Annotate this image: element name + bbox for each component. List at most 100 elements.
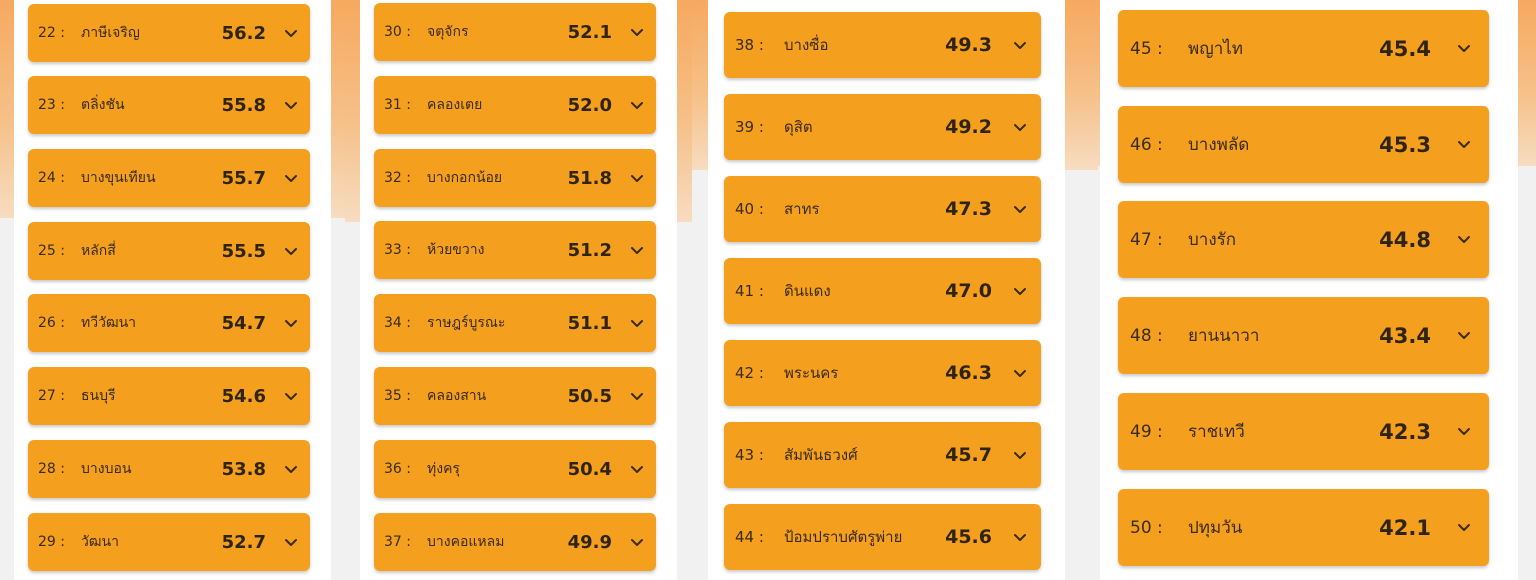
score-value: 56.2 xyxy=(221,22,266,44)
chevron-down-icon[interactable] xyxy=(1457,106,1471,183)
score-value: 52.7 xyxy=(221,531,266,553)
chevron-down-icon[interactable] xyxy=(630,149,644,207)
chevron-down-icon[interactable] xyxy=(1013,340,1027,406)
district-row[interactable]: 41 : ดินแดง 47.0 xyxy=(724,258,1041,324)
chevron-down-icon[interactable] xyxy=(630,367,644,425)
district-row[interactable]: 39 : ดุสิต 49.2 xyxy=(724,94,1041,160)
score-value: 45.3 xyxy=(1379,132,1431,157)
district-row[interactable]: 47 : บางรัก 44.8 xyxy=(1118,201,1489,278)
chevron-down-icon[interactable] xyxy=(1013,176,1027,242)
district-name: บางบอน xyxy=(81,461,132,477)
chevron-down-icon[interactable] xyxy=(1457,10,1471,87)
rank-label: 50 : xyxy=(1130,517,1163,538)
rank-label: 47 : xyxy=(1130,229,1163,250)
district-row[interactable]: 27 : ธนบุรี 54.6 xyxy=(28,367,310,425)
chevron-down-icon[interactable] xyxy=(1457,489,1471,566)
chevron-down-icon[interactable] xyxy=(1457,393,1471,470)
chevron-down-icon[interactable] xyxy=(284,4,298,62)
score-value: 55.8 xyxy=(221,94,266,116)
district-name: ภาษีเจริญ xyxy=(81,25,140,41)
chevron-down-icon[interactable] xyxy=(1013,12,1027,78)
score-value: 45.4 xyxy=(1379,36,1431,61)
district-row[interactable]: 36 : ทุ่งครุ 50.4 xyxy=(374,440,656,498)
chevron-down-icon[interactable] xyxy=(284,513,298,571)
chevron-down-icon[interactable] xyxy=(1013,94,1027,160)
chevron-down-icon[interactable] xyxy=(1013,422,1027,488)
score-value: 47.0 xyxy=(945,280,992,302)
score-value: 47.3 xyxy=(945,198,992,220)
district-row[interactable]: 44 : ป้อมปราบศัตรูพ่าย 45.6 xyxy=(724,504,1041,570)
district-row[interactable]: 26 : ทวีวัฒนา 54.7 xyxy=(28,294,310,352)
chevron-down-icon[interactable] xyxy=(630,440,644,498)
chevron-down-icon[interactable] xyxy=(630,76,644,134)
district-name: ราษฎร์บูรณะ xyxy=(427,315,506,331)
rank-label: 25 : xyxy=(38,243,65,259)
score-value: 45.7 xyxy=(945,444,992,466)
chevron-down-icon[interactable] xyxy=(1457,297,1471,374)
chevron-down-icon[interactable] xyxy=(1457,201,1471,278)
chevron-down-icon[interactable] xyxy=(630,513,644,571)
district-row[interactable]: 23 : ตลิ่งชัน 55.8 xyxy=(28,76,310,134)
rank-label: 39 : xyxy=(735,118,764,136)
district-row[interactable]: 22 : ภาษีเจริญ 56.2 xyxy=(28,4,310,62)
chevron-down-icon[interactable] xyxy=(284,76,298,134)
district-name: หลักสี่ xyxy=(81,243,116,259)
district-row[interactable]: 31 : คลองเตย 52.0 xyxy=(374,76,656,134)
chevron-down-icon[interactable] xyxy=(630,294,644,352)
district-row[interactable]: 25 : หลักสี่ 55.5 xyxy=(28,222,310,280)
chevron-down-icon[interactable] xyxy=(1013,504,1027,570)
district-row[interactable]: 32 : บางกอกน้อย 51.8 xyxy=(374,149,656,207)
chevron-down-icon[interactable] xyxy=(630,3,644,61)
district-name: พระนคร xyxy=(784,364,839,382)
district-row[interactable]: 40 : สาทร 47.3 xyxy=(724,176,1041,242)
rank-label: 27 : xyxy=(38,388,65,404)
rank-label: 30 : xyxy=(384,24,411,40)
district-name: ราชเทวี xyxy=(1188,422,1245,442)
district-row[interactable]: 45 : พญาไท 45.4 xyxy=(1118,10,1489,87)
district-row[interactable]: 50 : ปทุมวัน 42.1 xyxy=(1118,489,1489,566)
district-row[interactable]: 43 : สัมพันธวงศ์ 45.7 xyxy=(724,422,1041,488)
district-name: บางขุนเทียน xyxy=(81,170,156,186)
chevron-down-icon[interactable] xyxy=(1013,258,1027,324)
rank-label: 31 : xyxy=(384,97,411,113)
district-row[interactable]: 35 : คลองสาน 50.5 xyxy=(374,367,656,425)
rank-label: 48 : xyxy=(1130,325,1163,346)
rank-label: 36 : xyxy=(384,461,411,477)
district-row[interactable]: 30 : จตุจักร 52.1 xyxy=(374,3,656,61)
rank-label: 24 : xyxy=(38,170,65,186)
district-name: บางคอแหลม xyxy=(427,534,505,550)
score-value: 43.4 xyxy=(1379,323,1431,348)
chevron-down-icon[interactable] xyxy=(284,149,298,207)
district-row[interactable]: 37 : บางคอแหลม 49.9 xyxy=(374,513,656,571)
score-value: 42.1 xyxy=(1379,515,1431,540)
district-row[interactable]: 34 : ราษฎร์บูรณะ 51.1 xyxy=(374,294,656,352)
district-name: ปทุมวัน xyxy=(1188,518,1243,538)
district-name: ทุ่งครุ xyxy=(427,461,460,477)
chevron-down-icon[interactable] xyxy=(284,367,298,425)
district-row[interactable]: 49 : ราชเทวี 42.3 xyxy=(1118,393,1489,470)
chevron-down-icon[interactable] xyxy=(630,221,644,279)
district-row[interactable]: 29 : วัฒนา 52.7 xyxy=(28,513,310,571)
score-value: 54.7 xyxy=(221,312,266,334)
district-name: บางกอกน้อย xyxy=(427,170,503,186)
score-value: 54.6 xyxy=(221,385,266,407)
rank-label: 49 : xyxy=(1130,421,1163,442)
score-value: 46.3 xyxy=(945,362,992,384)
district-row[interactable]: 42 : พระนคร 46.3 xyxy=(724,340,1041,406)
district-name: สาทร xyxy=(784,200,820,218)
district-row[interactable]: 48 : ยานนาวา 43.4 xyxy=(1118,297,1489,374)
score-value: 49.9 xyxy=(567,531,612,553)
chevron-down-icon[interactable] xyxy=(284,440,298,498)
district-row[interactable]: 24 : บางขุนเทียน 55.7 xyxy=(28,149,310,207)
district-row[interactable]: 28 : บางบอน 53.8 xyxy=(28,440,310,498)
score-value: 55.5 xyxy=(221,240,266,262)
chevron-down-icon[interactable] xyxy=(284,294,298,352)
score-value: 49.2 xyxy=(945,116,992,138)
score-value: 51.2 xyxy=(567,239,612,261)
district-row[interactable]: 33 : ห้วยขวาง 51.2 xyxy=(374,221,656,279)
rank-label: 41 : xyxy=(735,282,764,300)
district-row[interactable]: 38 : บางซื่อ 49.3 xyxy=(724,12,1041,78)
district-row[interactable]: 46 : บางพลัด 45.3 xyxy=(1118,106,1489,183)
chevron-down-icon[interactable] xyxy=(284,222,298,280)
rank-label: 42 : xyxy=(735,364,764,382)
